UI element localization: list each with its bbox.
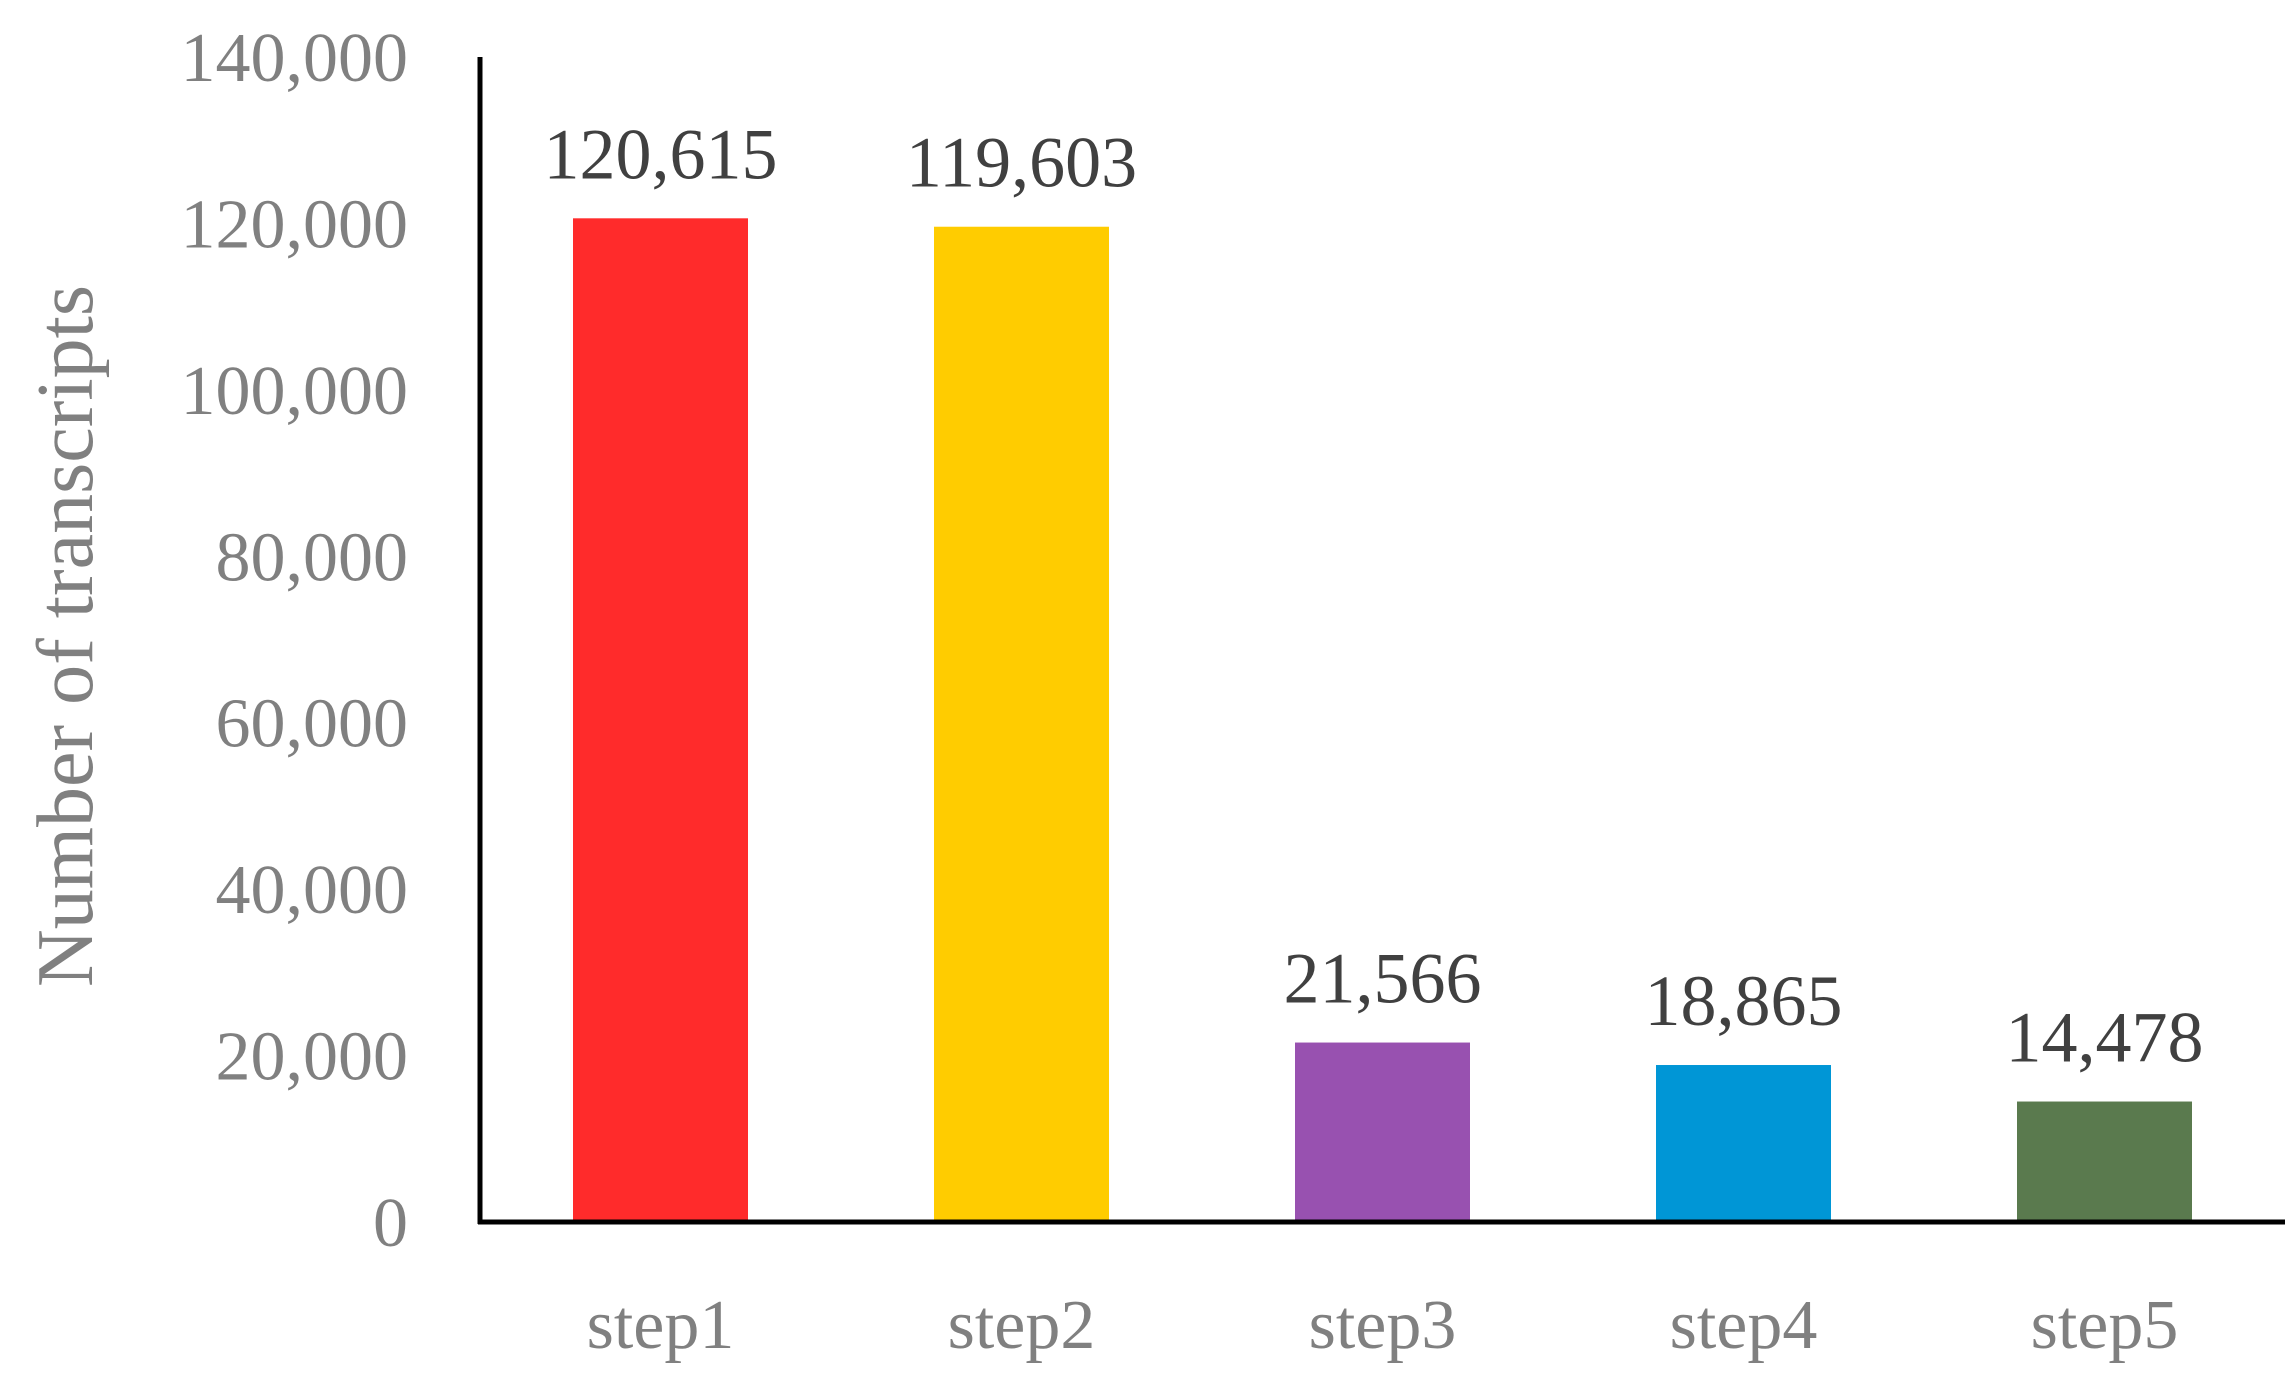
x-tick-label-step4: step4: [1670, 1287, 1818, 1364]
y-tick-label: 120,000: [181, 186, 409, 263]
x-axis-ticks: step1 step2 step3 step4 step5: [587, 1287, 2179, 1364]
data-label-step4: 18,865: [1645, 961, 1843, 1041]
x-tick-label-step1: step1: [587, 1287, 735, 1364]
y-tick-label: 140,000: [181, 20, 409, 97]
bar-step3: [1295, 1042, 1470, 1222]
bar-step5: [2017, 1101, 2192, 1222]
y-tick-label: 20,000: [216, 1019, 409, 1096]
bars: [573, 218, 2192, 1222]
y-tick-label: 40,000: [216, 852, 409, 929]
y-tick-label: 100,000: [181, 353, 409, 430]
y-axis-ticks: 0 20,000 40,000 60,000 80,000 100,000 120,000 1…: [181, 20, 409, 1262]
x-tick-label-step5: step5: [2031, 1287, 2179, 1364]
bar-step4: [1656, 1065, 1831, 1222]
bar-step1: [573, 218, 748, 1222]
y-axis-label: Number of transcripts: [22, 285, 110, 987]
data-label-step2: 119,603: [906, 123, 1137, 203]
y-tick-label: 0: [373, 1185, 408, 1262]
y-tick-label: 80,000: [216, 519, 409, 596]
x-tick-label-step3: step3: [1309, 1287, 1457, 1364]
data-label-step1: 120,615: [544, 114, 778, 194]
y-tick-label: 60,000: [216, 686, 409, 763]
data-labels: 120,615 119,603 21,566 18,865 14,478: [544, 114, 2204, 1077]
bar-step2: [934, 226, 1109, 1222]
data-label-step5: 14,478: [2006, 998, 2204, 1078]
x-tick-label-step2: step2: [948, 1287, 1096, 1364]
data-label-step3: 21,566: [1284, 939, 1482, 1019]
